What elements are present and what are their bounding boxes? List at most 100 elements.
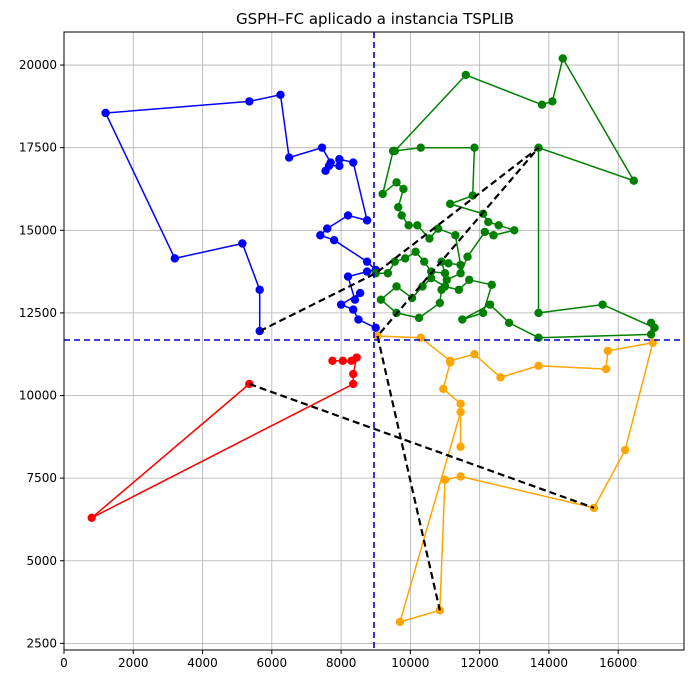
- data-point: [362, 267, 372, 276]
- data-point: [480, 227, 490, 237]
- data-point: [335, 155, 344, 164]
- data-point: [378, 189, 387, 199]
- x-tick-label: 16000: [599, 656, 637, 670]
- data-point: [534, 308, 543, 318]
- data-point: [598, 300, 607, 309]
- data-point: [343, 211, 353, 220]
- data-point: [418, 282, 427, 291]
- data-point: [646, 330, 656, 339]
- data-point: [470, 350, 479, 359]
- data-point: [371, 323, 380, 332]
- data-point: [349, 305, 358, 314]
- data-point: [650, 323, 659, 332]
- x-tick-label: 6000: [257, 656, 288, 670]
- data-point: [87, 513, 96, 523]
- axes-frame: [63, 31, 685, 651]
- data-point: [534, 361, 543, 370]
- data-point: [425, 234, 434, 243]
- data-point: [276, 90, 285, 99]
- data-point: [245, 97, 254, 106]
- data-point: [383, 269, 393, 278]
- data-point: [392, 178, 401, 187]
- data-point: [461, 70, 470, 80]
- data-point: [484, 217, 493, 227]
- data-point: [487, 280, 496, 290]
- data-point: [317, 143, 327, 152]
- series-line: [377, 335, 654, 624]
- data-point: [446, 199, 455, 209]
- data-point: [603, 346, 612, 356]
- data-point: [601, 364, 611, 374]
- data-point: [335, 161, 344, 171]
- data-point: [399, 184, 408, 194]
- data-point: [537, 100, 547, 109]
- y-tick-label: 2500: [26, 636, 57, 650]
- data-point: [426, 274, 436, 283]
- data-point: [494, 221, 503, 230]
- data-point: [390, 257, 399, 266]
- data-point: [456, 407, 465, 417]
- x-tick-label: 12000: [461, 656, 499, 670]
- data-point: [510, 226, 519, 235]
- data-point: [458, 315, 467, 324]
- data-point: [376, 295, 386, 304]
- data-point: [463, 252, 472, 261]
- data-point: [407, 293, 417, 303]
- y-tick-label: 20000: [19, 58, 57, 72]
- data-point: [400, 254, 410, 263]
- x-tick-label: 10000: [391, 656, 429, 670]
- y-tick-label: 7500: [26, 471, 57, 485]
- data-point: [350, 295, 360, 304]
- data-point: [435, 606, 445, 615]
- data-point: [416, 143, 425, 152]
- data-point: [349, 369, 358, 379]
- data-point: [485, 300, 495, 309]
- dashed-connector: [248, 382, 595, 509]
- data-point: [397, 211, 406, 220]
- x-tick-label: 4000: [187, 656, 218, 670]
- x-tick-label: 0: [60, 656, 68, 670]
- data-point: [435, 298, 445, 308]
- data-point: [390, 146, 399, 156]
- data-point: [362, 257, 372, 266]
- data-point: [395, 617, 405, 627]
- data-point: [414, 313, 424, 323]
- data-point: [170, 254, 180, 263]
- data-point: [284, 153, 294, 162]
- data-point: [558, 54, 567, 63]
- data-point: [316, 231, 325, 240]
- data-point: [328, 356, 337, 366]
- chart-title: GSPH–FC aplicado a instancia TSPLIB: [236, 10, 514, 28]
- data-point: [420, 257, 429, 266]
- data-point: [343, 272, 353, 281]
- data-point: [446, 358, 455, 367]
- data-point: [101, 108, 110, 118]
- data-point: [245, 379, 254, 389]
- data-point: [394, 202, 403, 212]
- data-point: [238, 239, 247, 248]
- data-point: [470, 143, 479, 152]
- data-point: [444, 259, 453, 268]
- data-point: [433, 224, 443, 233]
- y-tick-label: 15000: [19, 223, 57, 237]
- data-point: [349, 379, 358, 389]
- data-point: [349, 158, 358, 167]
- data-point: [392, 282, 401, 291]
- data-point: [413, 221, 422, 230]
- x-tick-label: 14000: [530, 656, 568, 670]
- data-point: [454, 285, 464, 294]
- plot-area: [64, 32, 684, 650]
- data-point: [321, 166, 330, 176]
- data-point: [439, 384, 448, 394]
- data-point: [456, 399, 465, 408]
- data-point: [362, 216, 372, 225]
- data-point: [496, 373, 505, 382]
- x-tick-label: 8000: [326, 656, 357, 670]
- x-tick-label: 2000: [118, 656, 149, 670]
- y-tick-label: 12500: [19, 306, 57, 320]
- data-point: [326, 158, 335, 167]
- data-point: [255, 285, 264, 294]
- data-point: [451, 231, 460, 240]
